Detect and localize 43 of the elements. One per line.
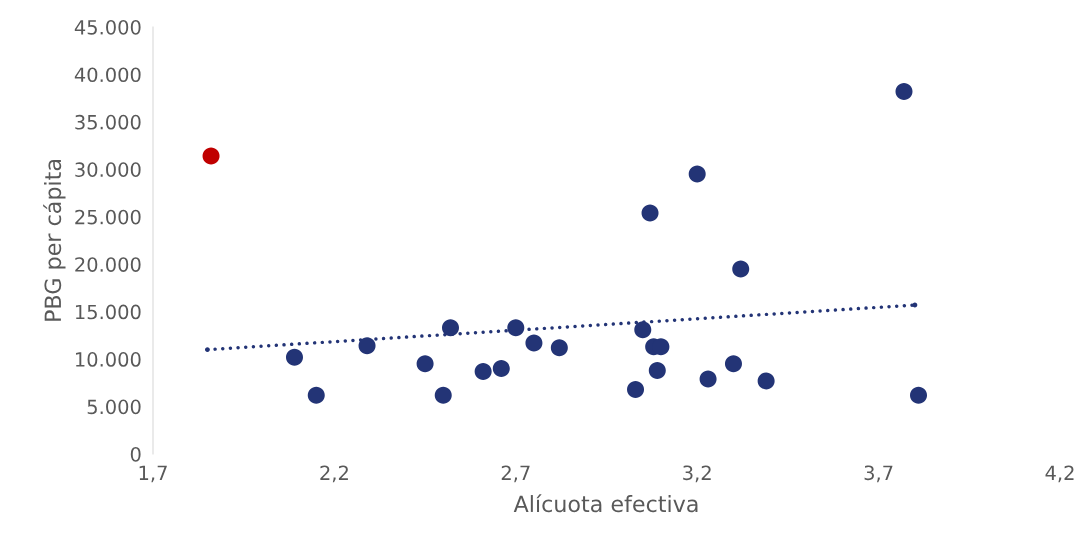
y-tick-label: 5.000 [87,399,141,415]
x-tick-label: 2,2 [320,465,348,483]
point [358,337,376,355]
x-tick-label: 3,2 [683,465,711,483]
point [525,334,543,352]
point [648,361,666,379]
y-tick-label: 15.000 [75,304,141,320]
y-tick-label: 30.000 [75,162,141,177]
point [895,83,913,101]
point [285,348,303,366]
y-tick-label: 45.000 [74,19,141,35]
y-tick-label: 35.000 [75,114,141,130]
y-axis-title: PBG per cápita [43,160,66,321]
point [912,302,918,308]
y-tick-label: 40.000 [74,67,141,83]
y-tick-label: 25.000 [75,209,141,225]
point [688,165,706,183]
x-tick-label: 1,7 [139,465,167,483]
x-tick-label: 4,2 [1045,465,1074,483]
point [474,362,492,380]
point [732,260,750,278]
point [757,372,775,390]
point [641,204,659,222]
point [550,339,568,357]
x-axis-title: Alícuota efectiva [513,494,698,513]
point [492,360,510,378]
point [434,386,452,404]
y-tick-label: 0 [130,446,141,462]
y-tick-label: 20.000 [75,257,141,272]
x-tick-label: 3,7 [864,465,893,483]
point [204,347,210,353]
point [627,380,645,398]
point [507,319,525,337]
x-tick-label: 2,7 [501,465,530,483]
point [634,321,652,339]
y-tick-label: 10.000 [75,352,141,367]
point [202,147,220,165]
point [307,386,325,404]
point [699,370,717,388]
point [441,319,459,337]
point [724,355,742,373]
point [416,355,434,373]
point [910,386,928,404]
